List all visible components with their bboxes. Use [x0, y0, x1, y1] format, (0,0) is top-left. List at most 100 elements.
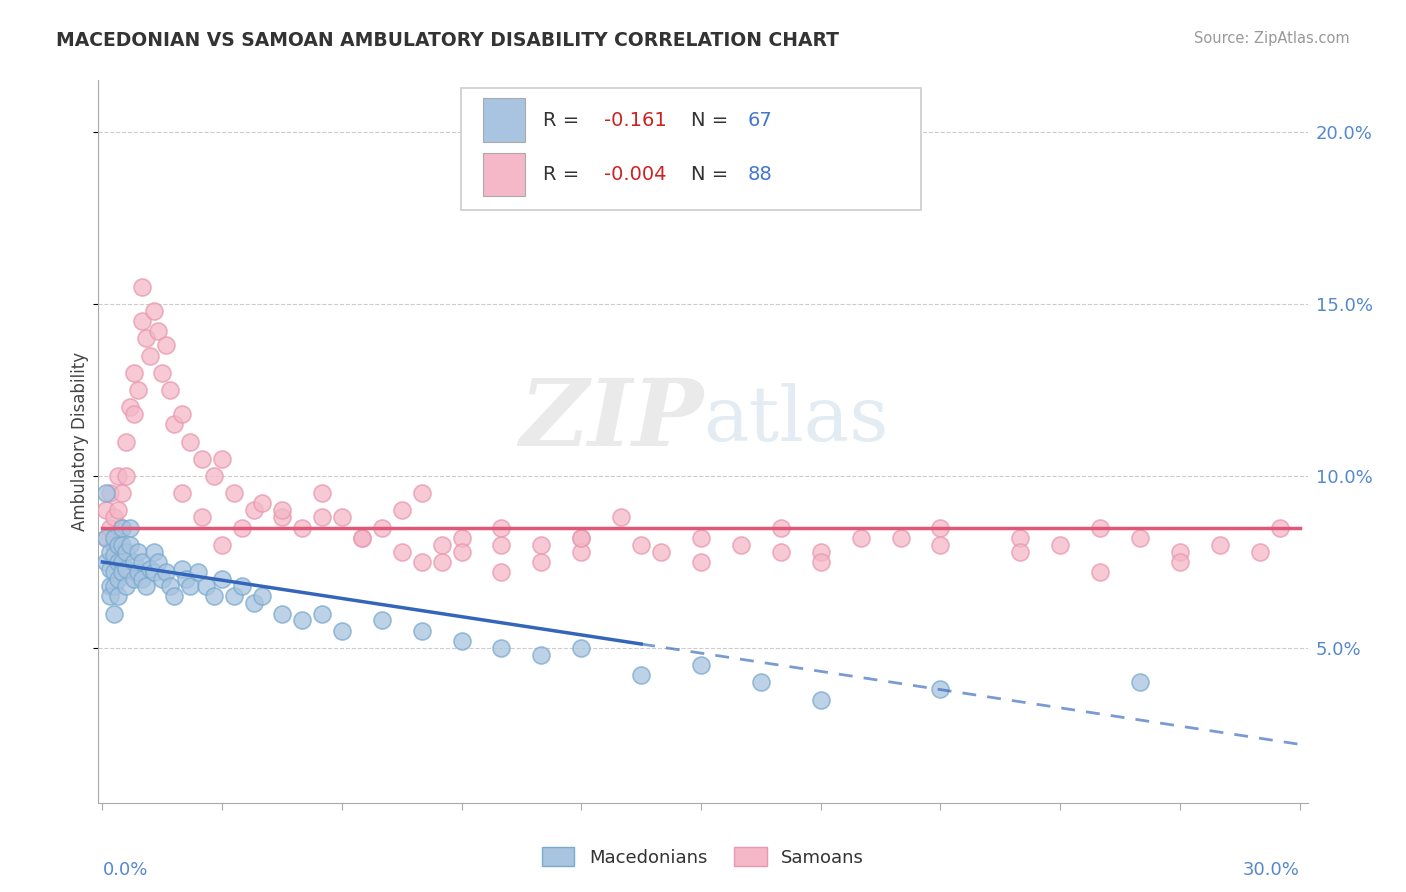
Point — [111, 486, 134, 500]
Point — [179, 579, 201, 593]
Point — [127, 544, 149, 558]
Point — [163, 417, 186, 432]
Point — [371, 520, 394, 534]
Point — [148, 325, 170, 339]
Text: R =: R = — [543, 165, 586, 184]
Point — [1209, 538, 1232, 552]
Point — [127, 383, 149, 397]
Point — [131, 314, 153, 328]
Point — [749, 675, 772, 690]
Point — [569, 544, 592, 558]
Point — [131, 279, 153, 293]
Point — [411, 555, 433, 569]
Point — [187, 566, 209, 580]
Point — [103, 548, 125, 562]
Point — [96, 531, 118, 545]
Point — [690, 658, 713, 673]
Point — [849, 531, 872, 545]
Point — [530, 648, 553, 662]
Point — [202, 590, 225, 604]
Point — [100, 486, 122, 500]
Point — [630, 538, 652, 552]
Point — [411, 624, 433, 638]
Point — [889, 531, 911, 545]
Point — [1010, 531, 1032, 545]
Point — [107, 469, 129, 483]
Point — [231, 520, 253, 534]
Point — [150, 366, 173, 380]
Text: Source: ZipAtlas.com: Source: ZipAtlas.com — [1194, 31, 1350, 46]
Point — [330, 510, 353, 524]
Point — [1088, 520, 1111, 534]
Point — [107, 572, 129, 586]
Point — [143, 566, 166, 580]
Point — [120, 538, 142, 552]
Point — [172, 407, 194, 421]
Point — [243, 503, 266, 517]
Point — [103, 510, 125, 524]
Point — [450, 544, 472, 558]
Point — [124, 555, 146, 569]
Point — [202, 469, 225, 483]
Point — [430, 555, 453, 569]
FancyBboxPatch shape — [482, 153, 526, 196]
Point — [231, 579, 253, 593]
Point — [391, 503, 413, 517]
Point — [143, 303, 166, 318]
Point — [107, 590, 129, 604]
Point — [769, 544, 792, 558]
Point — [111, 555, 134, 569]
Point — [311, 607, 333, 621]
Point — [100, 544, 122, 558]
Point — [929, 538, 952, 552]
Point — [271, 503, 294, 517]
Text: atlas: atlas — [703, 383, 889, 457]
Point — [111, 566, 134, 580]
Y-axis label: Ambulatory Disability: Ambulatory Disability — [72, 352, 90, 531]
Point — [411, 486, 433, 500]
Point — [135, 579, 157, 593]
Point — [929, 682, 952, 697]
Text: 88: 88 — [748, 165, 772, 184]
Point — [115, 544, 138, 558]
Point — [1129, 531, 1152, 545]
FancyBboxPatch shape — [482, 98, 526, 142]
Point — [179, 434, 201, 449]
Point — [250, 496, 273, 510]
Point — [96, 555, 118, 569]
Point — [155, 566, 177, 580]
Point — [450, 634, 472, 648]
Point — [271, 607, 294, 621]
Point — [569, 531, 592, 545]
Point — [96, 531, 118, 545]
Point — [1049, 538, 1071, 552]
Point — [148, 555, 170, 569]
Point — [311, 510, 333, 524]
Point — [155, 338, 177, 352]
Point — [172, 562, 194, 576]
Point — [491, 520, 513, 534]
Point — [124, 572, 146, 586]
Point — [291, 520, 314, 534]
Point — [1010, 544, 1032, 558]
Text: MACEDONIAN VS SAMOAN AMBULATORY DISABILITY CORRELATION CHART: MACEDONIAN VS SAMOAN AMBULATORY DISABILI… — [56, 31, 839, 50]
Point — [810, 555, 832, 569]
Point — [195, 579, 218, 593]
Text: 30.0%: 30.0% — [1243, 861, 1299, 879]
Point — [211, 572, 233, 586]
Point — [103, 566, 125, 580]
Point — [139, 349, 162, 363]
Point — [120, 400, 142, 414]
Point — [111, 538, 134, 552]
Point — [491, 640, 513, 655]
Point — [131, 572, 153, 586]
Point — [120, 520, 142, 534]
Point — [311, 486, 333, 500]
Point — [610, 510, 633, 524]
Point — [1268, 520, 1291, 534]
Point — [103, 538, 125, 552]
Point — [124, 407, 146, 421]
Point — [271, 510, 294, 524]
Text: R =: R = — [543, 111, 586, 129]
Point — [103, 579, 125, 593]
